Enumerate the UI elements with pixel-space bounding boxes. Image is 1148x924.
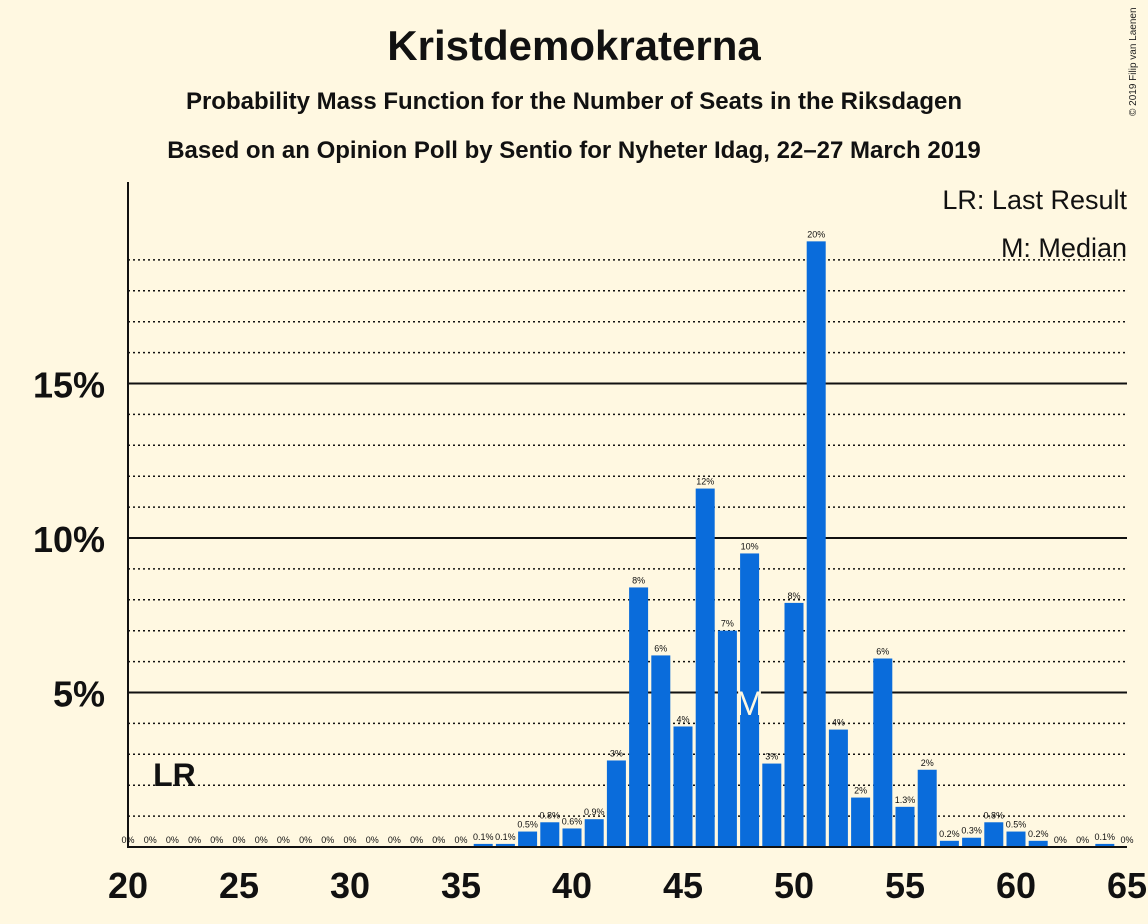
- chart-source: Based on an Opinion Poll by Sentio for N…: [167, 137, 981, 164]
- bar-value-label: 0.1%: [473, 832, 494, 842]
- bar-value-label: 8%: [632, 575, 645, 585]
- bar: [651, 655, 671, 847]
- bar-value-label: 0%: [210, 835, 223, 845]
- bar-value-label: 12%: [696, 477, 714, 487]
- bar-value-label: 0%: [321, 835, 334, 845]
- bar: [895, 806, 915, 847]
- bar-value-label: 0%: [277, 835, 290, 845]
- bar-value-label: 0%: [366, 835, 379, 845]
- x-tick-label: 45: [663, 865, 703, 906]
- bar: [1006, 831, 1026, 847]
- bar-value-label: 1.3%: [895, 795, 916, 805]
- bar-value-label: 0%: [1120, 835, 1133, 845]
- bar: [873, 658, 893, 847]
- bar-value-label: 0.6%: [562, 816, 583, 826]
- x-tick-label: 30: [330, 865, 370, 906]
- bar: [984, 822, 1004, 847]
- x-tick-label: 35: [441, 865, 481, 906]
- bar: [851, 797, 871, 847]
- y-tick-label: 5%: [53, 674, 105, 715]
- bar-value-label: 0%: [454, 835, 467, 845]
- bar-value-label: 7%: [721, 619, 734, 629]
- bar: [806, 241, 826, 848]
- bar: [740, 553, 760, 847]
- bar-value-label: 0%: [432, 835, 445, 845]
- bar-value-label: 0.2%: [1028, 829, 1049, 839]
- bar: [1095, 843, 1115, 847]
- bar-value-label: 0.1%: [495, 832, 516, 842]
- bar-value-label: 0.1%: [1095, 832, 1116, 842]
- median-marker: M: [735, 685, 763, 723]
- bar: [962, 837, 982, 847]
- x-tick-label: 20: [108, 865, 148, 906]
- x-tick-label: 25: [219, 865, 259, 906]
- bar: [784, 602, 804, 847]
- bar: [1028, 840, 1048, 847]
- bar: [562, 828, 582, 847]
- bar-value-label: 4%: [676, 714, 689, 724]
- bar-value-label: 0%: [1076, 835, 1089, 845]
- bar-value-label: 6%: [876, 647, 889, 657]
- bar-value-label: 0.9%: [584, 807, 605, 817]
- x-tick-label: 50: [774, 865, 814, 906]
- bar-value-label: 8%: [787, 591, 800, 601]
- bar-value-label: 2%: [854, 786, 867, 796]
- bar-value-label: 0%: [255, 835, 268, 845]
- legend-last-result: LR: Last Result: [942, 185, 1127, 215]
- bar-value-label: 4%: [832, 718, 845, 728]
- bar-value-label: 0.3%: [961, 826, 982, 836]
- bar: [939, 840, 959, 847]
- bar: [717, 630, 737, 847]
- last-result-marker: LR: [153, 757, 196, 793]
- bar-value-label: 2%: [921, 758, 934, 768]
- bar-value-label: 0.5%: [1006, 820, 1027, 830]
- bar-value-label: 0%: [144, 835, 157, 845]
- bar-value-label: 3%: [610, 748, 623, 758]
- bar-value-label: 6%: [654, 643, 667, 653]
- bar: [695, 488, 715, 847]
- bar: [495, 843, 515, 847]
- bar-value-label: 0%: [232, 835, 245, 845]
- chart-subtitle: Probability Mass Function for the Number…: [185, 88, 963, 115]
- legend-median: M: Median: [1001, 233, 1127, 263]
- bar-value-label: 0%: [388, 835, 401, 845]
- bar-value-label: 0%: [166, 835, 179, 845]
- x-tick-label: 65: [1107, 865, 1147, 906]
- bar-value-label: 0%: [299, 835, 312, 845]
- x-tick-label: 55: [885, 865, 925, 906]
- bar: [629, 587, 649, 847]
- bar: [473, 843, 493, 847]
- chart-title: Kristdemokraterna: [387, 22, 761, 69]
- bar-value-label: 0.2%: [939, 829, 960, 839]
- bar: [673, 726, 693, 847]
- bar-value-label: 0.8%: [540, 810, 561, 820]
- bar-value-label: 0%: [1054, 835, 1067, 845]
- bar-value-label: 0%: [343, 835, 356, 845]
- y-tick-label: 15%: [33, 365, 105, 406]
- bar-value-label: 10%: [741, 541, 759, 551]
- bar-value-label: 3%: [765, 752, 778, 762]
- y-tick-label: 10%: [33, 519, 105, 560]
- x-tick-label: 60: [996, 865, 1036, 906]
- bar: [606, 760, 626, 847]
- bar-value-label: 0%: [410, 835, 423, 845]
- bar-value-label: 0.5%: [517, 820, 538, 830]
- bar: [917, 769, 937, 847]
- bar: [584, 819, 604, 847]
- bar-value-label: 20%: [807, 229, 825, 239]
- bar: [828, 729, 848, 847]
- bar-value-label: 0%: [188, 835, 201, 845]
- bar-value-label: 0.8%: [984, 810, 1005, 820]
- x-tick-label: 40: [552, 865, 592, 906]
- bar: [762, 763, 782, 847]
- bar: [518, 831, 538, 847]
- bar: [540, 822, 560, 847]
